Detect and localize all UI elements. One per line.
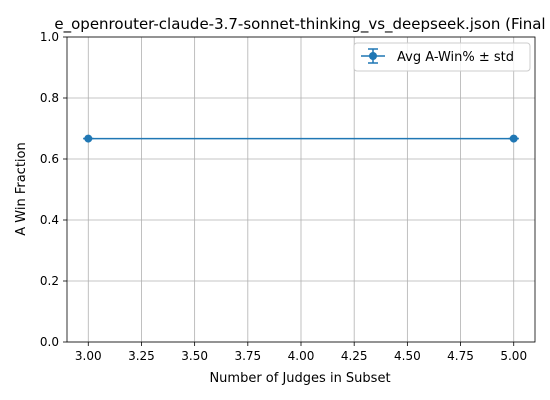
- legend-box: [353, 42, 531, 72]
- x-tick-label: 4.75: [447, 349, 474, 363]
- x-tick-label: 3.50: [181, 349, 208, 363]
- x-tick-label: 4.00: [288, 349, 315, 363]
- chart-title: e_openrouter-claude-3.7-sonnet-thinking_…: [54, 15, 545, 34]
- x-tick-label: 5.00: [500, 349, 527, 363]
- x-tick-label: 3.25: [128, 349, 155, 363]
- y-tick-label: 0.8: [40, 91, 59, 105]
- x-axis-label: Number of Judges in Subset: [209, 371, 390, 386]
- y-tick-label: 0.0: [40, 335, 59, 349]
- y-tick-label: 0.6: [40, 152, 59, 166]
- x-tick-label: 4.25: [341, 349, 368, 363]
- data-point: [84, 134, 93, 143]
- x-tick-label: 3.00: [75, 349, 102, 363]
- y-tick-label: 0.2: [40, 274, 59, 288]
- x-tick-label: 3.75: [234, 349, 261, 363]
- y-tick-label: 1.0: [40, 30, 59, 44]
- data-point: [509, 134, 518, 143]
- legend-label: Avg A-Win% ± std: [397, 50, 514, 65]
- ticks: 3.00 3.25 3.50 3.75 4.00 4.25 4.50 4.75 5.00 0.0 0…: [40, 30, 527, 363]
- legend: Avg A-Win% ± std: [353, 42, 531, 72]
- y-tick-label: 0.4: [40, 213, 59, 227]
- x-tick-label: 4.50: [394, 349, 421, 363]
- legend-marker: [369, 52, 377, 60]
- plot-series: [83, 134, 519, 143]
- y-axis-label: A Win Fraction: [14, 142, 29, 235]
